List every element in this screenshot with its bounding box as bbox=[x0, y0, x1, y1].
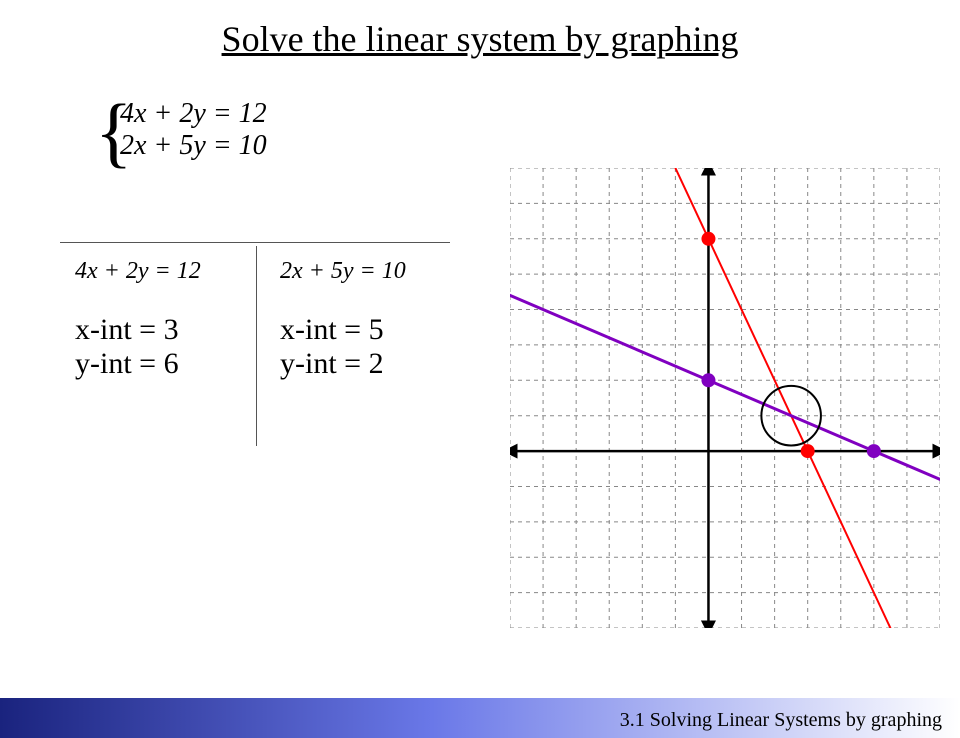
left-equation: 4x + 2y = 12 bbox=[75, 258, 275, 285]
equation-system: 4x + 2y = 12 2x + 5y = 10 bbox=[120, 98, 267, 162]
right-equation: 2x + 5y = 10 bbox=[280, 258, 480, 285]
right-column: 2x + 5y = 10 x-int = 5 y-int = 2 bbox=[280, 258, 480, 381]
footer: 3.1 Solving Linear Systems by graphing bbox=[0, 694, 960, 738]
left-column: 4x + 2y = 12 x-int = 3 y-int = 6 bbox=[75, 258, 275, 381]
system-eq2: 2x + 5y = 10 bbox=[120, 130, 267, 162]
right-xint: x-int = 5 bbox=[280, 313, 480, 347]
left-xint: x-int = 3 bbox=[75, 313, 275, 347]
graph-plot bbox=[510, 168, 940, 628]
page-title: Solve the linear system by graphing bbox=[0, 18, 960, 60]
footer-text: 3.1 Solving Linear Systems by graphing bbox=[620, 709, 942, 732]
left-yint: y-int = 6 bbox=[75, 347, 275, 381]
separator-horizontal bbox=[60, 242, 450, 243]
right-yint: y-int = 2 bbox=[280, 347, 480, 381]
system-eq1: 4x + 2y = 12 bbox=[120, 98, 267, 130]
